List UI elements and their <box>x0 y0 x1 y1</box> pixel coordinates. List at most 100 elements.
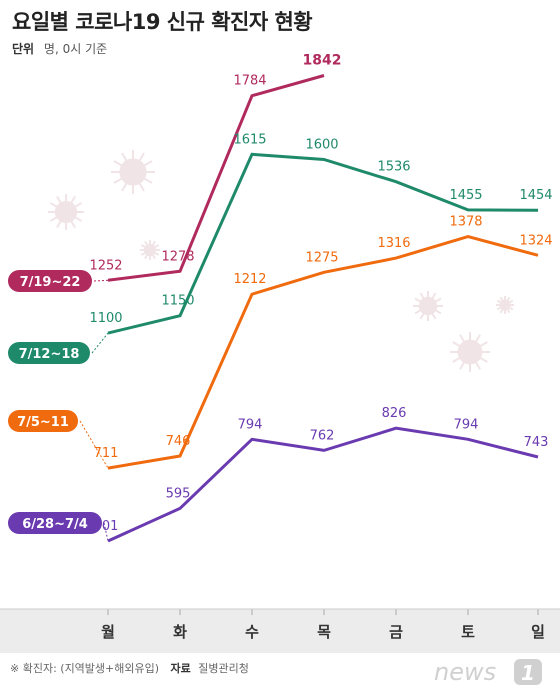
virus-spike <box>121 152 128 162</box>
legend-label: 7/19~22 <box>20 275 81 290</box>
legend-leader <box>93 279 109 282</box>
virus-spike <box>113 177 123 184</box>
virus-spike <box>452 341 461 347</box>
virus-spike <box>56 195 62 204</box>
data-label: 794 <box>454 417 479 432</box>
data-label: 1212 <box>233 272 266 287</box>
data-label: 1278 <box>161 249 194 264</box>
virus-icon <box>450 332 490 372</box>
data-label: 1454 <box>519 188 552 203</box>
virus-spike <box>154 252 160 256</box>
virus-spike <box>143 177 153 184</box>
data-label: 762 <box>310 428 335 443</box>
x-tick-label: 월 <box>101 623 115 641</box>
chart-title: 요일별 코로나19 신규 확진자 현황 <box>12 10 313 34</box>
virus-spike <box>431 313 437 320</box>
chart-subtitle: 단위 명, 0시 기준 <box>12 40 107 57</box>
data-label: 595 <box>166 486 191 501</box>
legend-pill <box>8 410 78 432</box>
x-tick-label: 수 <box>245 623 259 641</box>
virus-spike <box>144 240 148 246</box>
footnote-note: ※ 확진자: (지역발생+해외유입) <box>10 662 160 675</box>
data-label: 1324 <box>519 233 552 248</box>
data-label: 1615 <box>233 132 266 147</box>
x-tick-label: 일 <box>531 623 545 641</box>
data-label: 1536 <box>377 160 410 175</box>
virus-spike <box>140 244 146 248</box>
virus-body <box>119 158 147 186</box>
x-tick-label: 목 <box>317 623 331 641</box>
virus-spike <box>121 182 128 192</box>
x-tick-label: 화 <box>173 623 187 641</box>
virus-decorations <box>48 150 514 372</box>
x-axis-band <box>0 609 560 653</box>
legend-pill <box>8 342 90 364</box>
virus-spike <box>70 195 76 204</box>
series-layer <box>107 74 539 543</box>
virus-body <box>54 200 78 224</box>
legend-label: 7/12~18 <box>19 347 80 362</box>
x-tick-label: 토 <box>461 623 475 641</box>
logo-badge <box>514 659 542 685</box>
virus-spike <box>435 309 442 315</box>
data-label: 746 <box>166 434 191 449</box>
virus-spike <box>475 334 481 343</box>
data-label: 1316 <box>377 236 410 251</box>
virus-icon <box>48 194 84 230</box>
virus-spike <box>140 252 146 256</box>
virus-spike <box>56 220 62 229</box>
virus-spike <box>509 299 514 304</box>
virus-spike <box>74 216 83 222</box>
data-label: 826 <box>382 406 407 421</box>
virus-spike <box>138 152 145 162</box>
virus-spike <box>506 309 511 314</box>
virus-spike <box>419 313 425 320</box>
series-line <box>107 152 539 335</box>
virus-icon <box>111 150 155 194</box>
data-label: 1378 <box>449 215 482 230</box>
virus-body <box>499 299 511 311</box>
virus-spike <box>414 309 421 315</box>
news1-logo: news 1 <box>434 658 542 686</box>
virus-spike <box>419 292 425 299</box>
x-tick-label: 금 <box>389 623 403 641</box>
data-label: 711 <box>94 446 119 461</box>
virus-spike <box>479 357 488 363</box>
virus-body <box>457 339 483 365</box>
unit-text: 명, 0시 기준 <box>43 42 108 56</box>
data-label: 1150 <box>161 294 194 309</box>
legend-leader <box>79 420 109 469</box>
legend-leader <box>91 332 109 354</box>
legend-layer: 7/19~22 7/12~18 7/5~11 6/28~7/4 <box>8 270 109 542</box>
virus-spike <box>506 296 511 301</box>
data-label: 1600 <box>305 138 338 153</box>
virus-spike <box>509 306 514 311</box>
virus-spike <box>496 299 501 304</box>
virus-body <box>143 243 157 257</box>
virus-spike <box>70 220 76 229</box>
virus-spike <box>459 334 465 343</box>
virus-spike <box>459 361 465 370</box>
data-label: 743 <box>524 435 549 450</box>
labels-layer: 1252 1278 1784 1842 1100 1150 1615 1600 1536 1455… <box>89 53 552 534</box>
unit-label: 단위 <box>12 42 35 56</box>
logo-mark: 1 <box>521 661 535 685</box>
data-label: 794 <box>238 417 263 432</box>
virus-spike <box>499 309 504 314</box>
virus-spike <box>496 306 501 311</box>
virus-spike <box>49 202 58 208</box>
virus-spike <box>435 297 442 303</box>
virus-spike <box>138 182 145 192</box>
data-label: 1252 <box>89 258 122 273</box>
virus-icon <box>140 240 160 260</box>
series-line <box>107 74 325 282</box>
virus-spike <box>475 361 481 370</box>
virus-spike <box>499 296 504 301</box>
source-name: 질병관리청 <box>198 662 249 675</box>
virus-spike <box>49 216 58 222</box>
data-label: 1455 <box>449 188 482 203</box>
data-label: 1784 <box>233 74 266 89</box>
footnote: ※ 확진자: (지역발생+해외유입) 자료 질병관리청 <box>10 660 249 676</box>
virus-spike <box>144 254 148 260</box>
